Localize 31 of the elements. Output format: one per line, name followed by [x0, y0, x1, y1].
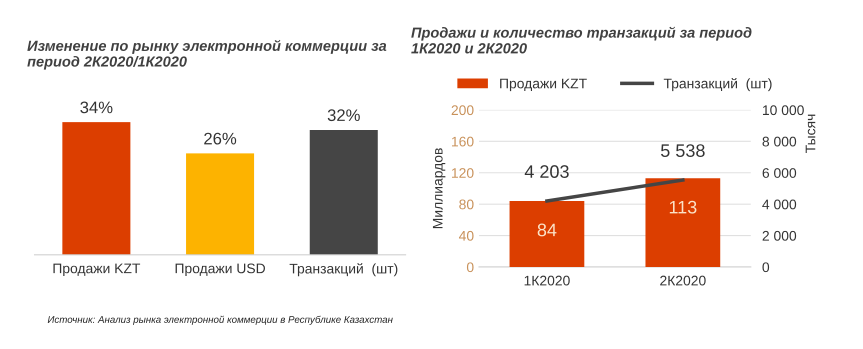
- y2-tick-label: 10 000: [762, 105, 804, 116]
- y2-tick-label: 6 000: [762, 168, 796, 178]
- legend-label: Транзакций (шт): [664, 78, 772, 92]
- y2-tick-label: 4 000: [762, 200, 796, 210]
- y2-axis-title: Тысяч: [806, 114, 816, 153]
- text: Источник: Анализ рынка электронной коммерции в Республике Казахстан: [48, 316, 393, 325]
- x-tick-label: 2К2020: [660, 276, 706, 286]
- data-label: 4 203: [524, 165, 569, 178]
- y-tick-label: 0: [466, 262, 474, 272]
- y-axis-title: Миллиардов: [432, 148, 446, 228]
- y-tick-label: 200: [452, 105, 474, 116]
- y2-tick-label: 8 000: [762, 136, 796, 147]
- data-label: 26%: [204, 132, 236, 145]
- x-tick-label: Продажи USD: [176, 263, 265, 276]
- y-tick-label: 80: [459, 200, 474, 210]
- legend-label: Продажи KZT: [500, 78, 587, 92]
- x-tick-label: 1К2020: [524, 276, 570, 286]
- data-label: 34%: [80, 102, 112, 114]
- data-label: 5 538: [660, 144, 705, 157]
- x-tick-label: Транзакций (шт): [290, 263, 398, 276]
- data-label: 84: [538, 224, 556, 236]
- x-tick-label: Продажи KZT: [53, 264, 140, 276]
- chart-title: Продажи и количество транзакций за период 1К2020 и 2К2020: [411, 26, 752, 54]
- y-tick-label: 120: [452, 168, 474, 178]
- y-tick-label: 40: [458, 230, 474, 241]
- y2-tick-label: 2 000: [762, 230, 796, 241]
- data-label: 32%: [328, 109, 360, 122]
- y2-tick-label: 0: [762, 262, 770, 272]
- y-tick-label: 160: [452, 136, 474, 147]
- data-label: 113: [670, 200, 696, 214]
- chart-title: Изменение по рынку электронной коммерции за период 2К2020/1К2020: [27, 40, 386, 70]
